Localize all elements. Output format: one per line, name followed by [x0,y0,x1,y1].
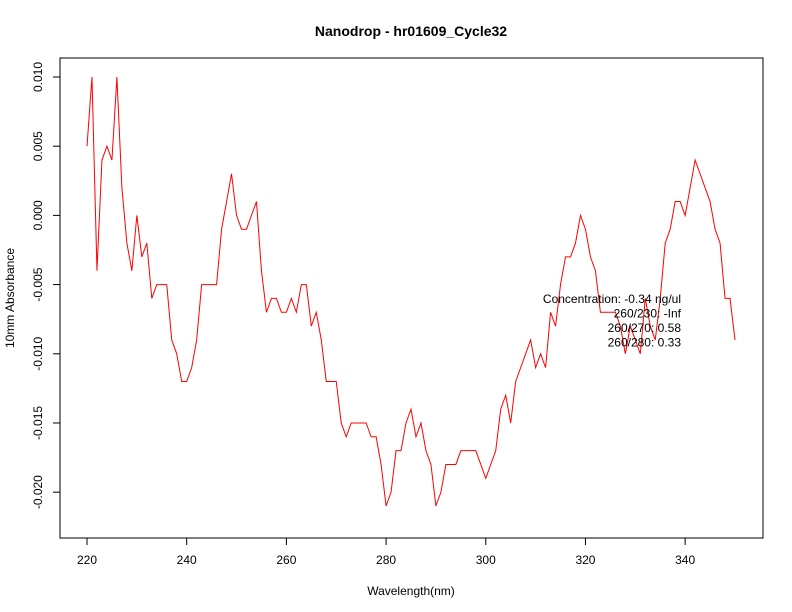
y-axis: -0.020 -0.015 -0.010 -0.005 0.000 0.005 0.010 [31,62,61,509]
y-tick-label: 0.000 [31,200,45,230]
y-tick-label: -0.005 [31,267,45,301]
annotation-line: 260/270: 0.58 [608,321,682,335]
x-tick-label: 220 [77,553,97,567]
annotation-line: Concentration: -0.34 ng/ul [543,292,681,306]
x-tick-label: 280 [376,553,396,567]
x-axis-label: Wavelength(nm) [367,584,455,598]
y-tick-label: 0.010 [31,62,45,92]
annotation-line: 260/230: -Inf [614,307,682,321]
x-tick-label: 260 [276,553,296,567]
annotation-line: 260/280: 0.33 [608,336,682,350]
y-tick-label: -0.020 [31,475,45,509]
y-tick-label: 0.005 [31,131,45,161]
chart-title: Nanodrop - hr01609_Cycle32 [315,23,507,39]
y-tick-label: -0.010 [31,336,45,370]
series-line [86,76,736,507]
y-axis-label: 10mm Absorbance [3,248,17,348]
x-tick-label: 300 [476,553,496,567]
x-axis: 220 240 260 280 300 320 340 [77,537,695,567]
x-tick-label: 320 [575,553,595,567]
x-tick-label: 340 [675,553,695,567]
y-tick-label: -0.015 [31,406,45,440]
x-tick-label: 240 [177,553,197,567]
